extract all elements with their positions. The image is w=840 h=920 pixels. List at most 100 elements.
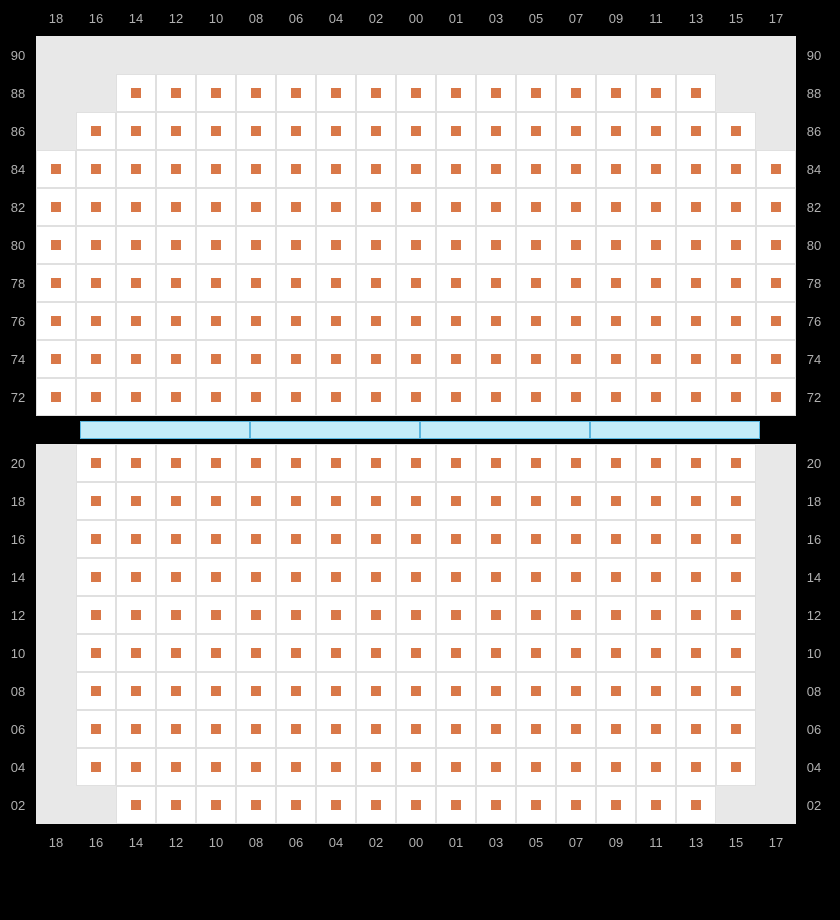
seat-cell[interactable] bbox=[516, 710, 556, 748]
seat-cell[interactable] bbox=[676, 74, 716, 112]
seat-cell[interactable] bbox=[196, 378, 236, 416]
seat-cell[interactable] bbox=[476, 672, 516, 710]
seat-cell[interactable] bbox=[476, 558, 516, 596]
seat-cell[interactable] bbox=[676, 482, 716, 520]
seat-cell[interactable] bbox=[36, 264, 76, 302]
seat-cell[interactable] bbox=[236, 596, 276, 634]
seat-cell[interactable] bbox=[396, 150, 436, 188]
seat-cell[interactable] bbox=[516, 378, 556, 416]
seat-cell[interactable] bbox=[676, 378, 716, 416]
seat-cell[interactable] bbox=[276, 558, 316, 596]
seat-cell[interactable] bbox=[196, 786, 236, 824]
seat-cell[interactable] bbox=[76, 596, 116, 634]
seat-cell[interactable] bbox=[116, 444, 156, 482]
seat-cell[interactable] bbox=[476, 112, 516, 150]
seat-cell[interactable] bbox=[76, 264, 116, 302]
seat-cell[interactable] bbox=[76, 226, 116, 264]
seat-cell[interactable] bbox=[636, 302, 676, 340]
seat-cell[interactable] bbox=[196, 264, 236, 302]
seat-cell[interactable] bbox=[436, 520, 476, 558]
seat-cell[interactable] bbox=[396, 112, 436, 150]
seat-cell[interactable] bbox=[116, 302, 156, 340]
seat-cell[interactable] bbox=[436, 340, 476, 378]
seat-cell[interactable] bbox=[716, 634, 756, 672]
seat-cell[interactable] bbox=[316, 748, 356, 786]
seat-cell[interactable] bbox=[396, 748, 436, 786]
seat-cell[interactable] bbox=[436, 748, 476, 786]
seat-cell[interactable] bbox=[156, 710, 196, 748]
seat-cell[interactable] bbox=[316, 482, 356, 520]
seat-cell[interactable] bbox=[116, 482, 156, 520]
seat-cell[interactable] bbox=[476, 264, 516, 302]
seat-cell[interactable] bbox=[116, 596, 156, 634]
seat-cell[interactable] bbox=[596, 112, 636, 150]
seat-cell[interactable] bbox=[716, 444, 756, 482]
seat-cell[interactable] bbox=[156, 378, 196, 416]
seat-cell[interactable] bbox=[436, 264, 476, 302]
seat-cell[interactable] bbox=[156, 672, 196, 710]
seat-cell[interactable] bbox=[36, 302, 76, 340]
seat-cell[interactable] bbox=[156, 226, 196, 264]
seat-cell[interactable] bbox=[596, 302, 636, 340]
seat-cell[interactable] bbox=[36, 188, 76, 226]
seat-cell[interactable] bbox=[196, 748, 236, 786]
seat-cell[interactable] bbox=[756, 226, 796, 264]
seat-cell[interactable] bbox=[436, 188, 476, 226]
seat-cell[interactable] bbox=[396, 672, 436, 710]
seat-cell[interactable] bbox=[636, 710, 676, 748]
seat-cell[interactable] bbox=[36, 226, 76, 264]
seat-cell[interactable] bbox=[116, 188, 156, 226]
seat-cell[interactable] bbox=[716, 302, 756, 340]
seat-cell[interactable] bbox=[476, 340, 516, 378]
seat-cell[interactable] bbox=[196, 634, 236, 672]
seat-cell[interactable] bbox=[636, 596, 676, 634]
seat-cell[interactable] bbox=[236, 74, 276, 112]
seat-cell[interactable] bbox=[356, 634, 396, 672]
seat-cell[interactable] bbox=[596, 444, 636, 482]
seat-cell[interactable] bbox=[276, 302, 316, 340]
seat-cell[interactable] bbox=[196, 340, 236, 378]
seat-cell[interactable] bbox=[676, 302, 716, 340]
seat-cell[interactable] bbox=[636, 112, 676, 150]
seat-cell[interactable] bbox=[676, 444, 716, 482]
seat-cell[interactable] bbox=[196, 188, 236, 226]
seat-cell[interactable] bbox=[276, 596, 316, 634]
seat-cell[interactable] bbox=[436, 74, 476, 112]
seat-cell[interactable] bbox=[396, 634, 436, 672]
seat-cell[interactable] bbox=[356, 74, 396, 112]
seat-cell[interactable] bbox=[116, 340, 156, 378]
seat-cell[interactable] bbox=[76, 672, 116, 710]
seat-cell[interactable] bbox=[316, 634, 356, 672]
seat-cell[interactable] bbox=[596, 710, 636, 748]
seat-cell[interactable] bbox=[236, 112, 276, 150]
seat-cell[interactable] bbox=[356, 520, 396, 558]
seat-cell[interactable] bbox=[356, 558, 396, 596]
seat-cell[interactable] bbox=[636, 558, 676, 596]
seat-cell[interactable] bbox=[676, 786, 716, 824]
seat-cell[interactable] bbox=[236, 710, 276, 748]
seat-cell[interactable] bbox=[76, 482, 116, 520]
seat-cell[interactable] bbox=[276, 748, 316, 786]
seat-cell[interactable] bbox=[276, 786, 316, 824]
seat-cell[interactable] bbox=[596, 596, 636, 634]
seat-cell[interactable] bbox=[516, 74, 556, 112]
seat-cell[interactable] bbox=[756, 264, 796, 302]
seat-cell[interactable] bbox=[516, 264, 556, 302]
seat-cell[interactable] bbox=[716, 112, 756, 150]
seat-cell[interactable] bbox=[556, 596, 596, 634]
seat-cell[interactable] bbox=[396, 520, 436, 558]
seat-cell[interactable] bbox=[316, 520, 356, 558]
seat-cell[interactable] bbox=[276, 74, 316, 112]
seat-cell[interactable] bbox=[596, 340, 636, 378]
seat-cell[interactable] bbox=[316, 112, 356, 150]
seat-cell[interactable] bbox=[156, 596, 196, 634]
seat-cell[interactable] bbox=[356, 112, 396, 150]
seat-cell[interactable] bbox=[756, 378, 796, 416]
seat-cell[interactable] bbox=[276, 226, 316, 264]
seat-cell[interactable] bbox=[396, 444, 436, 482]
seat-cell[interactable] bbox=[476, 378, 516, 416]
seat-cell[interactable] bbox=[716, 378, 756, 416]
seat-cell[interactable] bbox=[476, 482, 516, 520]
seat-cell[interactable] bbox=[476, 520, 516, 558]
seat-cell[interactable] bbox=[516, 112, 556, 150]
